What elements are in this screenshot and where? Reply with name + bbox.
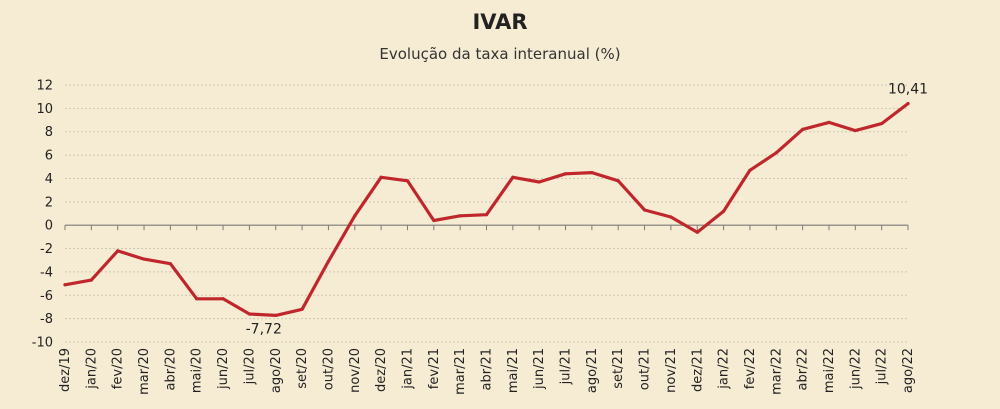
data-point: [721, 209, 726, 213]
x-tick-label: fev/21: [427, 348, 442, 389]
data-point: [563, 172, 568, 176]
data-point: [774, 151, 778, 155]
x-tick-label: fev/20: [111, 348, 126, 389]
x-tick-label: nov/20: [348, 348, 363, 393]
data-point: [300, 307, 304, 311]
data-point: [537, 180, 541, 184]
data-point: [695, 230, 699, 234]
data-point: [326, 259, 331, 263]
data-point: [801, 127, 805, 131]
x-tick-label: abr/22: [796, 348, 811, 391]
y-tick-label: -4: [40, 265, 53, 280]
x-tick-label: abr/21: [480, 348, 495, 391]
data-point: [168, 262, 172, 266]
x-tick-label: dez/21: [690, 348, 705, 392]
y-tick-label: 4: [45, 172, 53, 187]
y-tick-label: -2: [40, 242, 53, 257]
data-label: 10,41: [888, 82, 928, 98]
x-tick-label: set/20: [295, 348, 310, 389]
x-tick-label: ago/21: [585, 348, 600, 393]
data-point: [880, 121, 884, 126]
x-tick-label: jan/21: [400, 348, 415, 390]
data-point: [827, 120, 831, 124]
data-point: [590, 171, 594, 175]
chart-subtitle: Evolução da taxa interanual (%): [379, 45, 621, 63]
data-point: [63, 283, 67, 287]
x-tick-label: set/21: [611, 348, 626, 389]
x-tick-label: jan/22: [717, 348, 732, 390]
data-point: [511, 175, 515, 179]
x-tick-label: mar/21: [453, 348, 468, 395]
data-point: [642, 208, 647, 212]
y-tick-label: -6: [40, 289, 53, 304]
data-point: [669, 215, 673, 219]
data-label: -7,72: [246, 321, 282, 337]
data-point: [221, 297, 225, 301]
data-point: [353, 214, 357, 218]
data-point: [432, 218, 436, 223]
y-tick-label: -8: [40, 312, 53, 327]
x-tick-label: jun/22: [848, 348, 863, 390]
x-tick-label: nov/21: [664, 348, 679, 393]
y-tick-label: 2: [45, 195, 53, 210]
data-point: [906, 101, 910, 106]
x-tick-label: dez/20: [374, 348, 389, 392]
data-point: [89, 278, 93, 282]
y-tick-label: 12: [36, 79, 53, 94]
data-point: [247, 312, 252, 316]
y-tick-label: 0: [45, 219, 53, 234]
x-tick-label: fev/22: [743, 348, 758, 389]
x-tick-label: ago/22: [901, 348, 916, 393]
y-tick-label: 10: [36, 102, 53, 117]
data-point: [853, 128, 857, 133]
data-point: [484, 213, 489, 217]
x-tick-label: abr/20: [163, 348, 178, 391]
x-tick-label: out/21: [638, 348, 653, 390]
x-tick-label: jun/21: [532, 348, 547, 390]
y-tick-label: 6: [45, 149, 53, 164]
x-tick-label: dez/19: [58, 348, 73, 392]
x-tick-label: jan/20: [84, 348, 99, 390]
x-tick-label: jun/20: [216, 348, 231, 390]
data-point: [195, 297, 199, 301]
data-point: [274, 313, 278, 317]
x-tick-label: mar/22: [769, 348, 784, 395]
x-tick-label: mai/22: [822, 348, 837, 393]
data-point: [748, 168, 752, 172]
x-tick-label: out/20: [321, 348, 336, 390]
series-line: [63, 101, 910, 317]
chart-title: IVAR: [472, 10, 528, 34]
x-tick-label: mar/20: [137, 348, 152, 395]
data-point: [405, 179, 410, 183]
data-point: [379, 175, 383, 179]
data-point: [116, 249, 120, 253]
x-tick-label: jul/20: [242, 348, 257, 385]
x-tick-label: jul/22: [875, 348, 890, 385]
x-tick-label: ago/20: [269, 348, 284, 393]
data-point: [458, 214, 462, 218]
y-tick-label: 8: [45, 125, 53, 140]
x-tick-label: mai/21: [506, 348, 521, 393]
y-tick-label: -10: [32, 336, 53, 351]
x-tick-label: jul/21: [559, 348, 574, 385]
data-point: [142, 257, 146, 261]
x-tick-label: mai/20: [190, 348, 205, 393]
data-point: [616, 179, 620, 183]
